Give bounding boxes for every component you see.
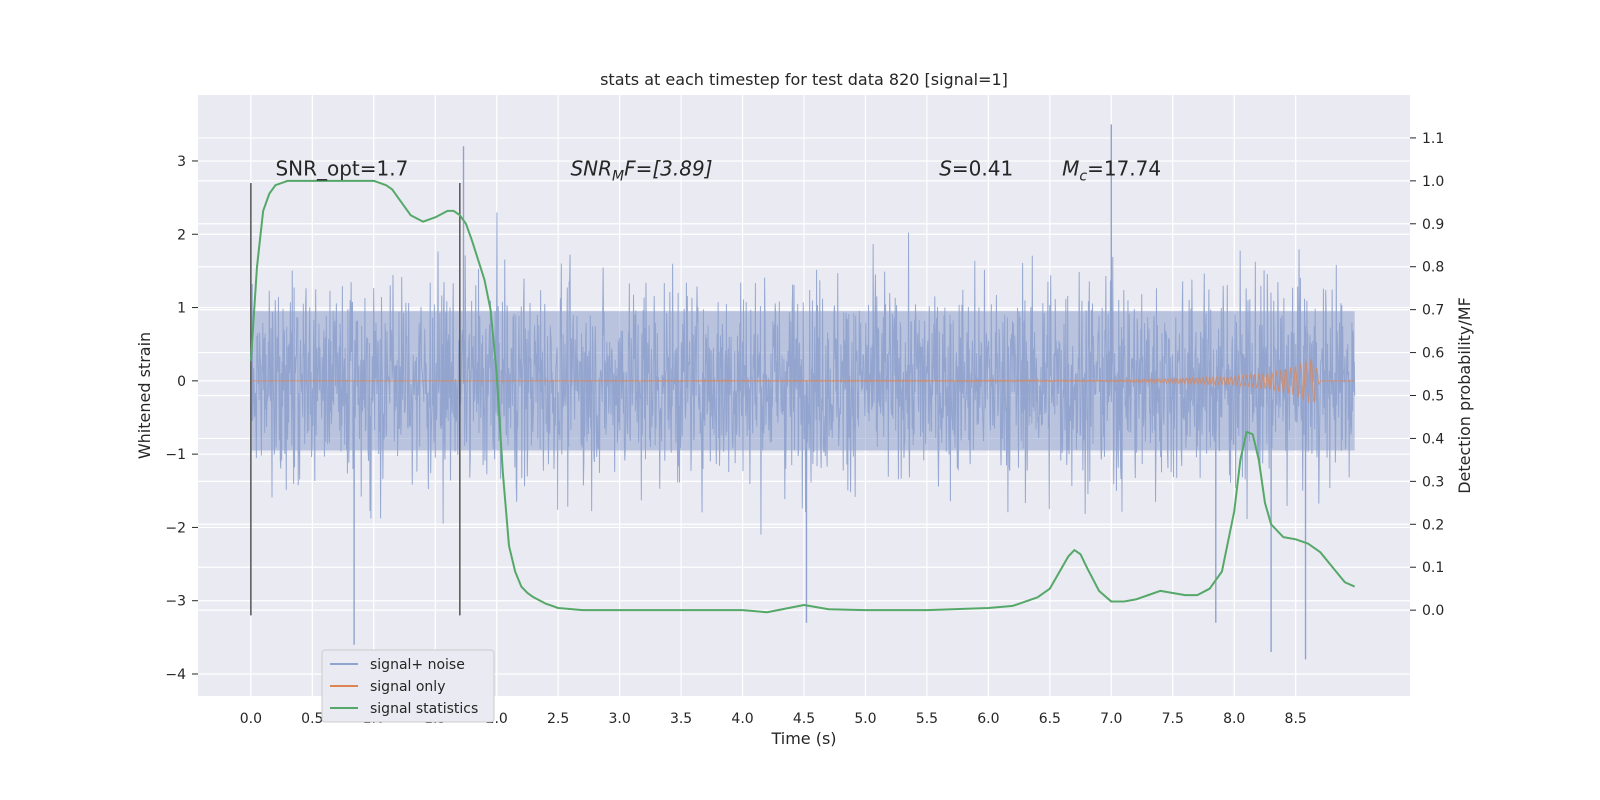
annotation: S=0.41	[939, 157, 1013, 181]
x-tick-label: 8.5	[1285, 711, 1307, 727]
y-tick-label: 2	[177, 227, 186, 243]
y-right-axis-ticks: 0.0 0.1 0.2 0.3 0.4 0.5 0.6 0.7 0.8 0.9 1.0 1.1	[1410, 131, 1444, 619]
legend: signal+ noise signal only signal statist…	[321, 649, 495, 723]
legend-box	[321, 649, 495, 723]
y-axis-ticks: −4 −3 −2 −1 0 1 2 3	[165, 154, 198, 683]
y-right-tick-label: 0.0	[1422, 603, 1444, 619]
y-right-tick-label: 0.1	[1422, 560, 1444, 576]
y-tick-label: −4	[165, 667, 186, 683]
vertical-markers	[250, 182, 461, 616]
annotation: SNRMF=[3.89]	[570, 157, 712, 185]
y-tick-label: −1	[165, 447, 186, 463]
y-right-tick-label: 0.3	[1422, 474, 1444, 490]
x-tick-label: 6.5	[1039, 711, 1061, 727]
annotations: SNR_opt=1.7 SNRMF=[3.89] S=0.41 Mc=17.74	[275, 157, 1161, 185]
x-axis-label: Time (s)	[770, 729, 836, 748]
x-tick-label: 4.0	[731, 711, 753, 727]
y-right-tick-label: 0.9	[1422, 217, 1444, 233]
legend-label-signal: signal only	[370, 679, 445, 695]
y-right-tick-label: 0.6	[1422, 346, 1444, 362]
x-tick-label: 3.5	[670, 711, 692, 727]
y-tick-label: 0	[177, 374, 186, 390]
y-right-tick-label: 0.5	[1422, 389, 1444, 405]
x-tick-label: 7.5	[1162, 711, 1184, 727]
y-right-tick-label: 0.2	[1422, 517, 1444, 533]
x-tick-label: 6.0	[977, 711, 999, 727]
y-right-tick-label: 0.8	[1422, 260, 1444, 276]
x-tick-label: 8.0	[1223, 711, 1245, 727]
legend-label-noise: signal+ noise	[370, 657, 465, 673]
series-signal-statistics	[249, 179, 1356, 614]
legend-label-statistics: signal statistics	[370, 701, 478, 717]
statistics-trace	[249, 179, 1356, 614]
y-axis-label: Whitened strain	[135, 332, 154, 459]
signal-trace	[250, 358, 1355, 404]
y-right-tick-label: 1.0	[1422, 174, 1444, 190]
annotation: Mc=17.74	[1062, 157, 1161, 185]
x-tick-label: 0.5	[301, 711, 323, 727]
annotation: SNR_opt=1.7	[275, 157, 408, 181]
x-tick-label: 2.5	[547, 711, 569, 727]
x-tick-label: 7.0	[1100, 711, 1122, 727]
y-right-tick-label: 0.4	[1422, 431, 1444, 447]
y-tick-label: −2	[165, 520, 186, 536]
legend-item-statistics: signal statistics	[330, 701, 478, 717]
x-tick-label: 5.5	[916, 711, 938, 727]
y-tick-label: −3	[165, 594, 186, 610]
series-signal-only	[250, 358, 1355, 404]
y-right-tick-label: 0.7	[1422, 303, 1444, 319]
y-tick-label: 3	[177, 154, 186, 170]
y-tick-label: 1	[177, 301, 186, 317]
y-right-tick-label: 1.1	[1422, 131, 1444, 147]
x-tick-label: 3.0	[608, 711, 630, 727]
chart-title: stats at each timestep for test data 820…	[600, 70, 1008, 89]
x-tick-label: 5.0	[854, 711, 876, 727]
legend-item-noise: signal+ noise	[330, 657, 465, 673]
legend-item-signal: signal only	[330, 679, 445, 695]
y-right-axis-label: Detection probability/MF	[1455, 297, 1474, 494]
x-tick-label: 0.0	[240, 711, 262, 727]
x-tick-label: 4.5	[793, 711, 815, 727]
